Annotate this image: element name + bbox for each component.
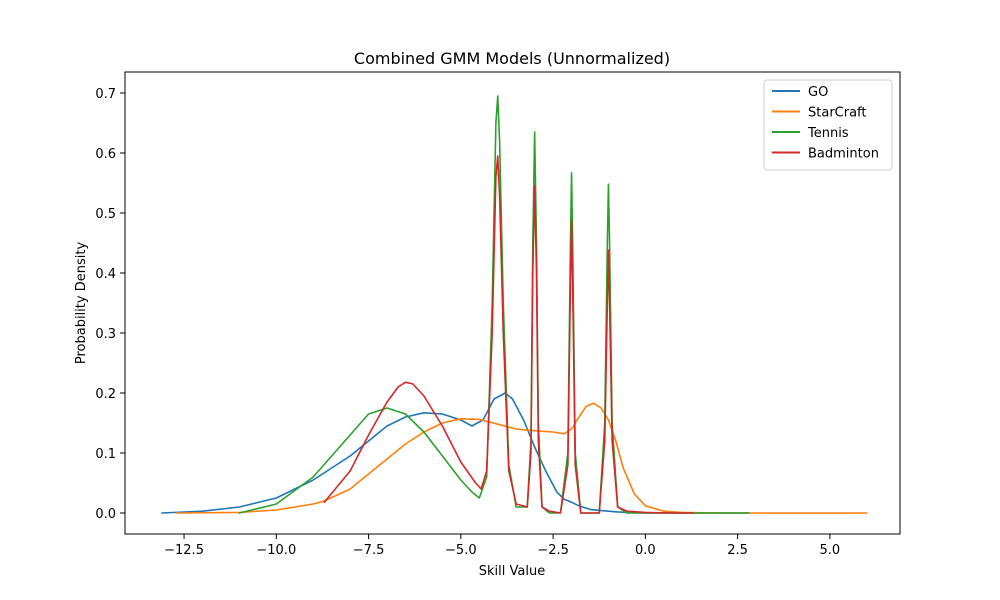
y-tick-label: 0.6	[95, 147, 116, 162]
y-axis-ticks: 0.0 0.1 0.2 0.3 0.4 0.5 0.6 0.7	[95, 87, 125, 522]
x-axis-label: Skill Value	[479, 564, 545, 579]
plot-frame	[124, 71, 901, 535]
series-line-go	[161, 392, 750, 514]
x-tick-label: −12.5	[164, 543, 204, 558]
y-tick-label: 0.4	[95, 267, 116, 282]
x-tick-label: −10.0	[256, 543, 296, 558]
y-axis-label: Probability Density	[74, 242, 89, 365]
legend-label-go: GO	[808, 85, 828, 100]
x-tick-label: −7.5	[353, 543, 385, 558]
x-tick-label: 0.0	[635, 543, 656, 558]
legend: GO StarCraft Tennis Badminton	[763, 79, 893, 171]
y-tick-label: 0.7	[95, 87, 116, 102]
legend-box	[763, 79, 893, 171]
x-tick-label: −2.5	[537, 543, 569, 558]
chart-title: Combined GMM Models (Unnormalized)	[354, 49, 670, 68]
series-line-badminton	[323, 155, 695, 514]
y-tick-label: 0.2	[95, 387, 116, 402]
y-tick-label: 0.1	[95, 447, 116, 462]
legend-label-tennis: Tennis	[807, 126, 849, 141]
legend-label-badminton: Badminton	[808, 147, 879, 162]
series-line-starcraft	[175, 402, 868, 514]
y-tick-label: 0.5	[95, 207, 116, 222]
y-tick-label: 0.3	[95, 327, 116, 342]
x-axis-ticks: −12.5 −10.0 −7.5 −5.0 −2.5 0.0 2.5 5.0	[164, 534, 840, 558]
y-tick-label: 0.0	[95, 507, 116, 522]
x-tick-label: −5.0	[445, 543, 477, 558]
x-tick-label: 2.5	[727, 543, 748, 558]
plot-layer	[161, 95, 868, 514]
x-tick-label: 5.0	[820, 543, 841, 558]
legend-label-starcraft: StarCraft	[808, 106, 867, 121]
series-line-tennis	[238, 95, 750, 514]
